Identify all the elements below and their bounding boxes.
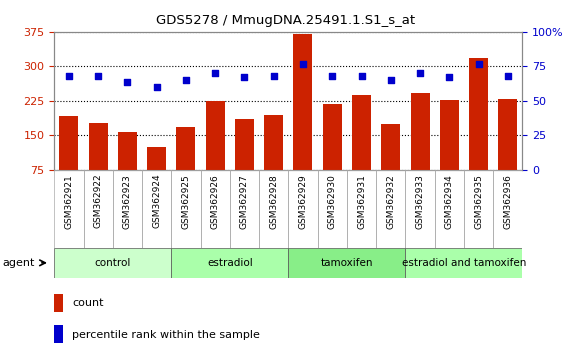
Text: control: control <box>95 258 131 268</box>
Bar <box>171 248 288 278</box>
Point <box>474 61 483 67</box>
Bar <box>464 170 493 248</box>
Bar <box>147 147 166 170</box>
Bar <box>440 99 459 170</box>
Text: GSM362932: GSM362932 <box>386 174 395 229</box>
Bar <box>206 101 225 170</box>
Text: GSM362922: GSM362922 <box>94 174 103 228</box>
Bar <box>59 116 78 170</box>
Bar <box>113 170 142 248</box>
Point <box>269 73 278 79</box>
Bar <box>469 58 488 170</box>
Text: GSM362933: GSM362933 <box>416 174 425 229</box>
Text: GSM362936: GSM362936 <box>503 174 512 229</box>
Bar <box>171 170 200 248</box>
Text: agent: agent <box>3 258 35 268</box>
Text: GSM362929: GSM362929 <box>299 174 308 229</box>
Bar <box>323 104 342 170</box>
Text: GSM362928: GSM362928 <box>269 174 278 229</box>
Text: GSM362926: GSM362926 <box>211 174 220 229</box>
Point <box>386 77 395 83</box>
Bar <box>493 170 522 248</box>
Text: percentile rank within the sample: percentile rank within the sample <box>72 330 260 339</box>
Bar <box>435 170 464 248</box>
Bar <box>54 248 171 278</box>
Text: tamoxifen: tamoxifen <box>321 258 373 268</box>
Text: GSM362921: GSM362921 <box>65 174 74 229</box>
Text: estradiol and tamoxifen: estradiol and tamoxifen <box>402 258 526 268</box>
Text: GSM362934: GSM362934 <box>445 174 454 229</box>
Point <box>503 73 512 79</box>
Bar <box>83 170 112 248</box>
Text: estradiol: estradiol <box>207 258 253 268</box>
Bar <box>498 98 517 170</box>
Bar <box>317 170 347 248</box>
Bar <box>89 122 108 170</box>
Text: GSM362931: GSM362931 <box>357 174 366 229</box>
Text: GSM362935: GSM362935 <box>474 174 483 229</box>
Point <box>123 79 132 84</box>
Bar <box>405 248 522 278</box>
Bar <box>411 93 429 170</box>
Point <box>94 73 103 79</box>
Point <box>152 84 161 90</box>
Point <box>328 73 337 79</box>
Point <box>65 73 74 79</box>
Point <box>182 77 191 83</box>
Bar <box>293 34 312 170</box>
Bar <box>352 95 371 170</box>
Text: count: count <box>72 298 103 308</box>
Text: GSM362923: GSM362923 <box>123 174 132 229</box>
Text: GSM362925: GSM362925 <box>182 174 191 229</box>
Text: GSM362930: GSM362930 <box>328 174 337 229</box>
Point <box>211 70 220 76</box>
Bar <box>235 119 254 170</box>
Bar <box>288 170 317 248</box>
Bar <box>54 294 63 312</box>
Bar <box>288 248 405 278</box>
Point <box>445 75 454 80</box>
Bar <box>54 170 83 248</box>
Bar <box>376 170 405 248</box>
Text: GDS5278 / MmugDNA.25491.1.S1_s_at: GDS5278 / MmugDNA.25491.1.S1_s_at <box>156 14 415 27</box>
Bar <box>176 127 195 170</box>
Bar <box>230 170 259 248</box>
Bar <box>54 325 63 343</box>
Text: GSM362927: GSM362927 <box>240 174 249 229</box>
Bar <box>347 170 376 248</box>
Bar <box>142 170 171 248</box>
Bar <box>259 170 288 248</box>
Bar <box>381 124 400 170</box>
Bar <box>118 132 137 170</box>
Point <box>357 73 366 79</box>
Point <box>240 75 249 80</box>
Text: GSM362924: GSM362924 <box>152 174 161 228</box>
Bar <box>264 115 283 170</box>
Point <box>299 61 308 67</box>
Bar <box>200 170 230 248</box>
Point <box>416 70 425 76</box>
Bar <box>405 170 435 248</box>
